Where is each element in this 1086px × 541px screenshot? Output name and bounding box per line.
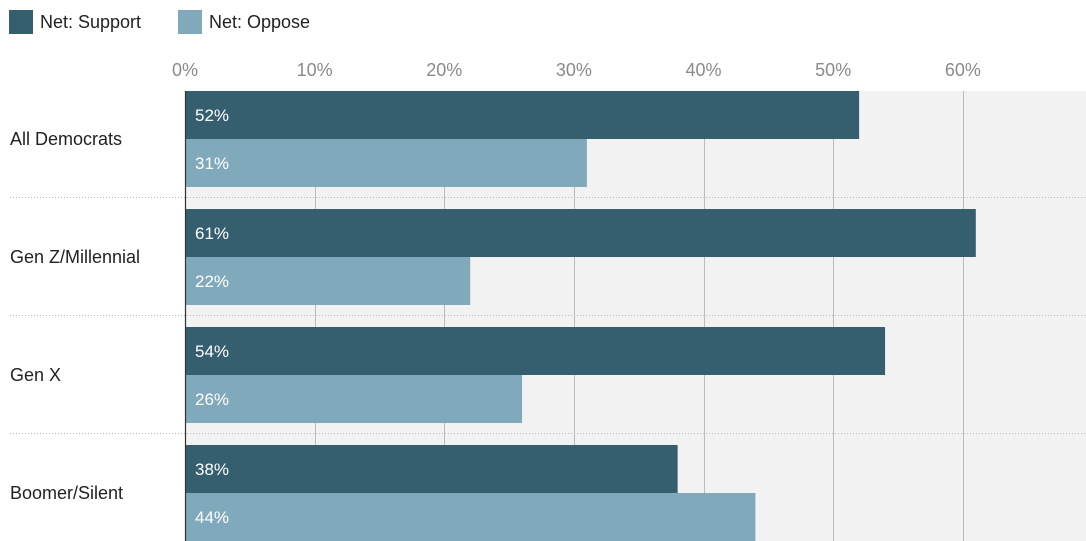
data-label: 54% (195, 342, 229, 361)
legend-swatch (178, 10, 202, 34)
data-label: 22% (195, 272, 229, 291)
x-tick-label: 60% (945, 60, 981, 80)
x-tick-label: 20% (426, 60, 462, 80)
legend-label: Net: Oppose (209, 12, 310, 32)
category-label: Gen X (10, 365, 61, 385)
bar (185, 445, 678, 493)
legend-swatch (9, 10, 33, 34)
x-tick-label: 30% (556, 60, 592, 80)
bar (185, 375, 523, 423)
x-tick-label: 0% (172, 60, 198, 80)
bar (185, 493, 756, 541)
bar (185, 327, 886, 375)
data-label: 38% (195, 460, 229, 479)
data-label: 26% (195, 390, 229, 409)
data-label: 44% (195, 508, 229, 527)
category-label: All Democrats (10, 129, 122, 149)
bar (185, 209, 976, 257)
category-label: Gen Z/Millennial (10, 247, 140, 267)
bar (185, 139, 587, 187)
bar (185, 257, 471, 305)
data-label: 61% (195, 224, 229, 243)
x-tick-label: 50% (815, 60, 851, 80)
bar (185, 91, 860, 139)
x-tick-label: 10% (297, 60, 333, 80)
x-tick-label: 40% (686, 60, 722, 80)
category-label: Boomer/Silent (10, 483, 123, 503)
legend-label: Net: Support (40, 12, 141, 32)
data-label: 31% (195, 154, 229, 173)
data-label: 52% (195, 106, 229, 125)
